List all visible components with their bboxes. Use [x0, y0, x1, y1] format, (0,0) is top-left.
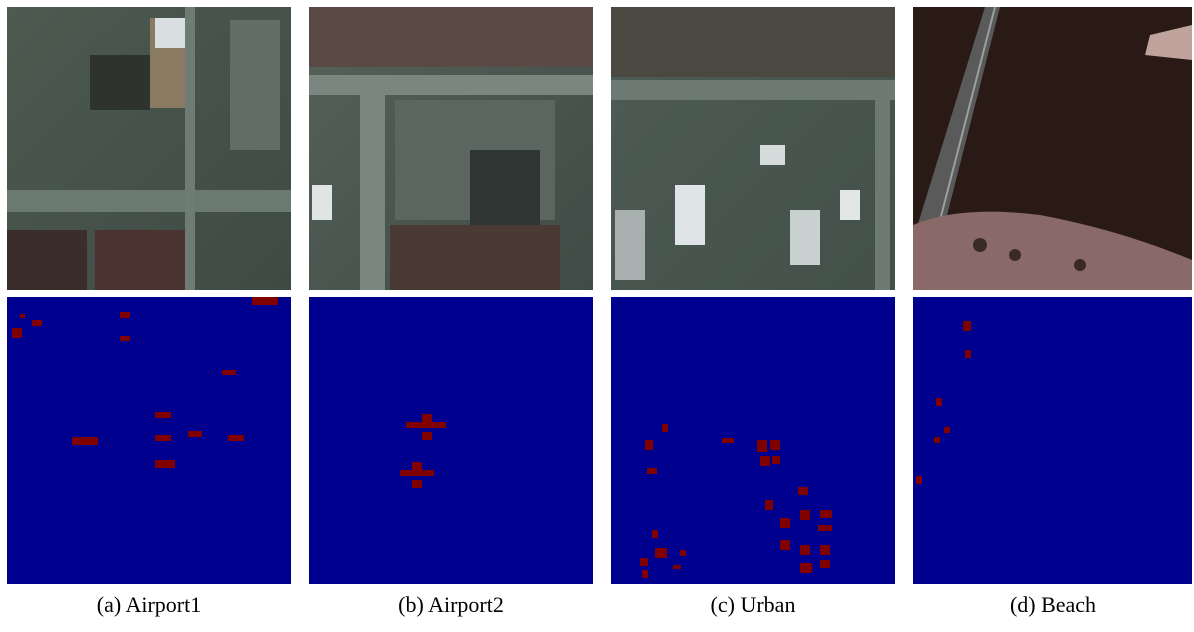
detection-maps	[7, 297, 1192, 584]
target-blob	[155, 460, 175, 468]
target-blob	[652, 530, 658, 538]
target-blob	[780, 518, 790, 528]
target-blob	[640, 558, 648, 566]
target-blob	[32, 320, 42, 326]
target-blob	[936, 398, 942, 406]
target-blob	[20, 314, 25, 318]
target-blob	[820, 560, 830, 568]
target-blob	[673, 565, 681, 569]
target-blob	[798, 487, 808, 495]
target-blob	[12, 328, 22, 338]
caption: (a) Airport1	[97, 592, 201, 617]
target-blob	[757, 440, 767, 452]
figure: (a) Airport1 (b) Airport2 (c) Urban (d) …	[0, 0, 1194, 632]
target-blob	[222, 370, 236, 375]
target-blob	[965, 350, 971, 358]
target-blob	[800, 563, 812, 573]
target-blob	[228, 435, 244, 441]
target-blob	[765, 500, 773, 510]
caption: (c) Urban	[711, 592, 796, 617]
target-blob	[770, 440, 780, 450]
target-blob	[252, 297, 278, 305]
target-blob	[963, 321, 971, 331]
target-blob	[188, 431, 202, 437]
target-blob	[934, 437, 940, 443]
map-background	[611, 297, 895, 584]
target-blob	[800, 545, 810, 555]
target-blob	[647, 468, 657, 474]
map-background	[309, 297, 593, 584]
aerial-image	[309, 7, 593, 290]
aerial-image	[913, 7, 1192, 290]
target-blob	[155, 435, 171, 441]
target-blob	[120, 336, 130, 341]
target-blob	[820, 510, 832, 518]
target-blob	[120, 312, 130, 318]
target-blob	[722, 438, 734, 443]
target-blob	[155, 412, 171, 418]
caption: (b) Airport2	[398, 592, 504, 617]
target-blob	[72, 437, 98, 445]
target-blob	[818, 525, 832, 531]
target-blob	[645, 440, 653, 450]
target-blob	[800, 510, 810, 520]
map-background	[7, 297, 291, 584]
target-blob	[944, 427, 950, 433]
target-blob	[820, 545, 830, 555]
caption: (d) Beach	[1010, 592, 1096, 617]
target-blob	[916, 476, 922, 484]
target-blob	[655, 548, 667, 558]
target-blob	[760, 456, 770, 466]
page: (a) Airport1 (b) Airport2 (c) Urban (d) …	[0, 0, 1194, 632]
aerial-image	[7, 7, 291, 290]
map-background	[913, 297, 1192, 584]
target-blob	[780, 540, 790, 550]
target-blob	[772, 456, 780, 464]
target-blob	[642, 570, 648, 578]
aerial-image	[611, 7, 895, 290]
target-blob	[680, 550, 686, 556]
target-blob	[662, 424, 668, 432]
